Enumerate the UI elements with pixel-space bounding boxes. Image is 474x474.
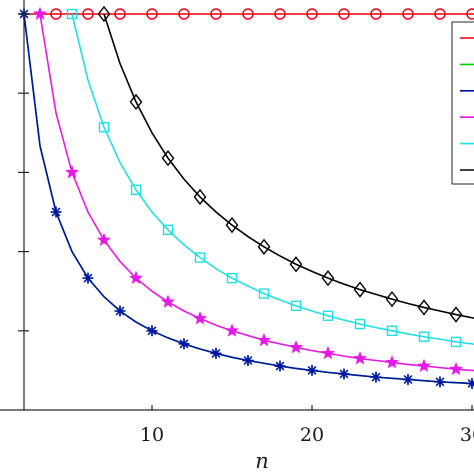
- square-marker: [386, 325, 398, 336]
- diamond-marker: [97, 5, 111, 23]
- asterisk-marker: [274, 360, 286, 372]
- circle-marker: [370, 8, 382, 20]
- star-marker: [417, 358, 431, 372]
- circle-marker: [274, 8, 286, 20]
- star-marker: [97, 232, 111, 247]
- series-4: [33, 6, 474, 376]
- diamond-marker: [289, 256, 303, 273]
- circle-marker: [306, 8, 318, 20]
- circle-marker: [82, 8, 94, 20]
- asterisk-marker: [242, 355, 254, 366]
- circle-marker: [402, 8, 414, 20]
- square-marker: [162, 224, 174, 236]
- square-marker: [98, 122, 110, 133]
- asterisk-marker: [370, 371, 382, 383]
- square-marker: [194, 252, 206, 263]
- x-tick-label: 30: [460, 424, 474, 446]
- diamond-marker: [193, 188, 207, 206]
- asterisk-marker: [402, 374, 414, 386]
- circle-marker: [466, 8, 474, 20]
- star-marker: [353, 351, 367, 365]
- diamond-marker: [385, 290, 399, 308]
- asterisk-marker: [146, 325, 158, 337]
- star-marker: [321, 346, 335, 360]
- series-5: [66, 8, 474, 348]
- square-marker: [450, 336, 462, 348]
- star-marker: [257, 332, 271, 347]
- circle-marker: [242, 8, 254, 20]
- diamond-marker: [417, 299, 431, 316]
- series-1: [24, 8, 474, 20]
- asterisk-marker: [434, 376, 446, 388]
- square-marker: [130, 184, 142, 196]
- diamond-marker: [225, 216, 239, 234]
- asterisk-marker: [114, 305, 126, 317]
- diamond-marker: [321, 269, 335, 287]
- star-marker: [385, 355, 399, 369]
- x-tick-label: 10: [140, 424, 164, 446]
- square-marker: [322, 310, 334, 321]
- asterisk-marker: [210, 347, 222, 359]
- asterisk-marker: [50, 206, 62, 218]
- series-line: [71, 13, 474, 345]
- series-line: [103, 13, 474, 319]
- asterisk-marker: [466, 377, 474, 389]
- square-marker: [354, 318, 366, 330]
- diamond-marker: [161, 150, 175, 167]
- star-marker: [225, 323, 239, 337]
- asterisk-marker: [306, 364, 318, 376]
- circle-marker: [146, 8, 158, 20]
- star-marker: [65, 165, 79, 179]
- square-marker: [258, 288, 270, 299]
- star-marker: [33, 6, 47, 20]
- square-marker: [418, 331, 430, 342]
- diamond-marker: [449, 306, 463, 323]
- circle-marker: [50, 8, 62, 20]
- legend: [451, 21, 474, 185]
- diamond-marker: [129, 93, 143, 111]
- series-layer: [18, 5, 474, 389]
- circle-marker: [210, 8, 222, 20]
- circle-marker: [114, 8, 126, 20]
- x-axis-label: n: [255, 449, 269, 473]
- square-marker: [226, 272, 238, 284]
- asterisk-marker: [82, 272, 94, 284]
- x-tick-label: 20: [300, 424, 324, 446]
- series-6: [97, 5, 474, 323]
- square-marker: [66, 8, 78, 20]
- legend-box: [451, 21, 474, 185]
- asterisk-marker: [178, 338, 190, 350]
- series-line: [39, 13, 474, 372]
- star-marker: [449, 361, 463, 376]
- circle-marker: [338, 8, 350, 20]
- star-marker: [161, 294, 175, 308]
- star-marker: [129, 270, 143, 285]
- star-marker: [289, 340, 303, 354]
- asterisk-marker: [338, 368, 350, 380]
- axes-layer: 10 20 30: [0, 0, 474, 446]
- square-marker: [290, 300, 302, 312]
- circle-marker: [178, 8, 190, 20]
- star-marker: [193, 311, 207, 325]
- diamond-marker: [257, 238, 271, 255]
- circle-marker: [434, 8, 446, 20]
- diamond-marker: [353, 281, 367, 298]
